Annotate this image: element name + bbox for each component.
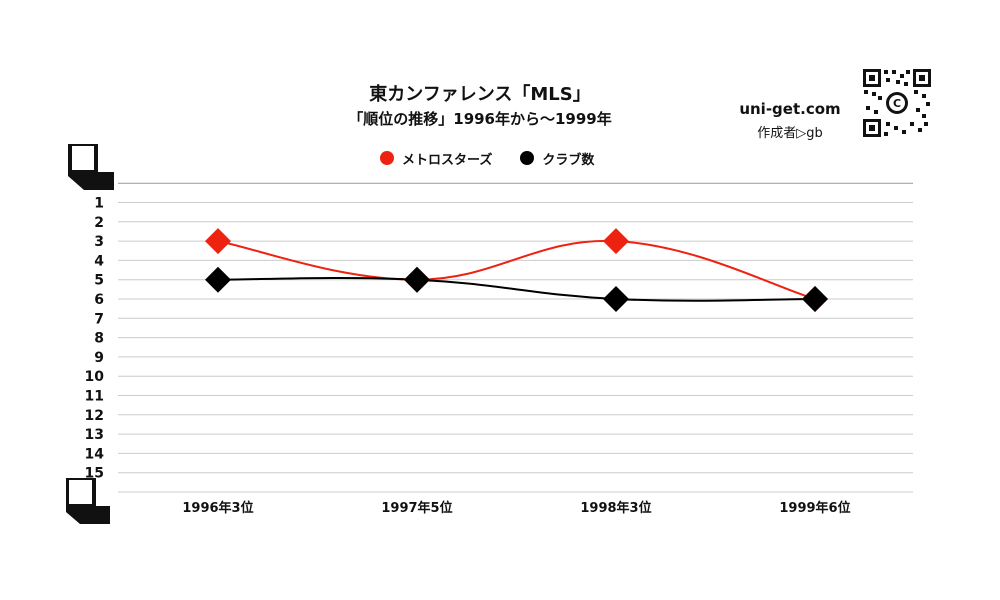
y-tick-label: 6 (94, 292, 104, 308)
marker-clubs (802, 286, 828, 312)
marker-metrostars (603, 228, 629, 255)
series-line-clubs (217, 276, 816, 302)
y-tick-label: 5 (94, 273, 104, 289)
corner-bracket-icon (66, 478, 110, 524)
legend-label-metrostars: メトロスターズ (402, 152, 493, 168)
legend-item-metrostars: メトロスターズ (380, 149, 492, 168)
series-line-metrostars (217, 239, 816, 300)
y-tick-label: 9 (94, 350, 104, 366)
legend-label-clubs: クラブ数 (542, 152, 595, 168)
legend-swatch-red (380, 151, 394, 165)
y-tick-label: 14 (85, 446, 105, 462)
y-tick-label: 1 (94, 196, 104, 212)
corner-bracket-icon (68, 144, 114, 190)
y-tick-label: 2 (94, 215, 104, 231)
x-tick-label: 1996年3位 (182, 500, 253, 516)
legend-item-clubs: クラブ数 (520, 149, 594, 168)
x-tick-label: 1998年3位 (580, 500, 651, 516)
chart-title: 東カンファレンス「MLS」 (369, 84, 591, 105)
y-tick-label: 15 (85, 466, 104, 482)
marker-clubs (205, 266, 231, 293)
marker-clubs (404, 266, 430, 293)
y-tick-label: 8 (94, 331, 104, 347)
y-tick-label: 3 (94, 234, 104, 250)
y-tick-label: 4 (94, 253, 104, 269)
y-tick-label: 13 (85, 427, 104, 443)
x-tick-label: 1999年6位 (779, 500, 850, 516)
y-tick-label: 11 (85, 389, 104, 405)
y-tick-label: 7 (94, 311, 104, 327)
y-tick-label: 12 (85, 408, 104, 424)
site-name: uni-get.com (739, 100, 841, 118)
marker-metrostars (205, 228, 231, 255)
marker-clubs (603, 286, 629, 312)
svg-text:C: C (893, 97, 901, 110)
legend-swatch-black (520, 151, 535, 165)
qr-code-icon: C (862, 68, 932, 138)
author-credit: 作成者▷gb (757, 126, 823, 141)
y-tick-label: 10 (85, 369, 105, 385)
chart-legend: メトロスターズ クラブ数 (380, 148, 594, 168)
x-tick-label: 1997年5位 (381, 500, 452, 516)
chart-subtitle: 「順位の推移」1996年から～1999年 (348, 110, 612, 128)
